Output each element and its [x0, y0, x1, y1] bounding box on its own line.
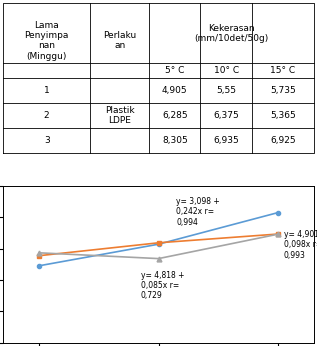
- Text: 2: 2: [44, 111, 49, 120]
- Text: 6,285: 6,285: [162, 111, 188, 120]
- Text: 6,375: 6,375: [213, 111, 239, 120]
- Text: 5,55: 5,55: [216, 86, 236, 95]
- Text: 10° C: 10° C: [214, 66, 239, 75]
- Text: 8,305: 8,305: [162, 136, 188, 145]
- Text: 5,365: 5,365: [270, 111, 296, 120]
- Text: 15° C: 15° C: [270, 66, 295, 75]
- Text: Plastik
LDPE: Plastik LDPE: [105, 106, 134, 125]
- Text: 5,735: 5,735: [270, 86, 296, 95]
- Text: 5° C: 5° C: [165, 66, 184, 75]
- Text: Kekerasan
(mm/10det/50g): Kekerasan (mm/10det/50g): [194, 24, 268, 43]
- Text: 1: 1: [44, 86, 49, 95]
- Text: 4,905: 4,905: [162, 86, 188, 95]
- Text: y= 4,901 +
0,098x r=
0,993: y= 4,901 + 0,098x r= 0,993: [284, 230, 317, 260]
- Text: y= 4,818 +
0,085x r=
0,729: y= 4,818 + 0,085x r= 0,729: [140, 271, 184, 300]
- Text: Perlaku
an: Perlaku an: [103, 31, 136, 51]
- Text: 3: 3: [44, 136, 49, 145]
- Text: 6,935: 6,935: [213, 136, 239, 145]
- Text: Lama
Penyimpa
nan
(Minggu): Lama Penyimpa nan (Minggu): [24, 21, 69, 61]
- Text: y= 3,098 +
0,242x r=
0,994: y= 3,098 + 0,242x r= 0,994: [177, 197, 220, 227]
- Text: 6,925: 6,925: [270, 136, 295, 145]
